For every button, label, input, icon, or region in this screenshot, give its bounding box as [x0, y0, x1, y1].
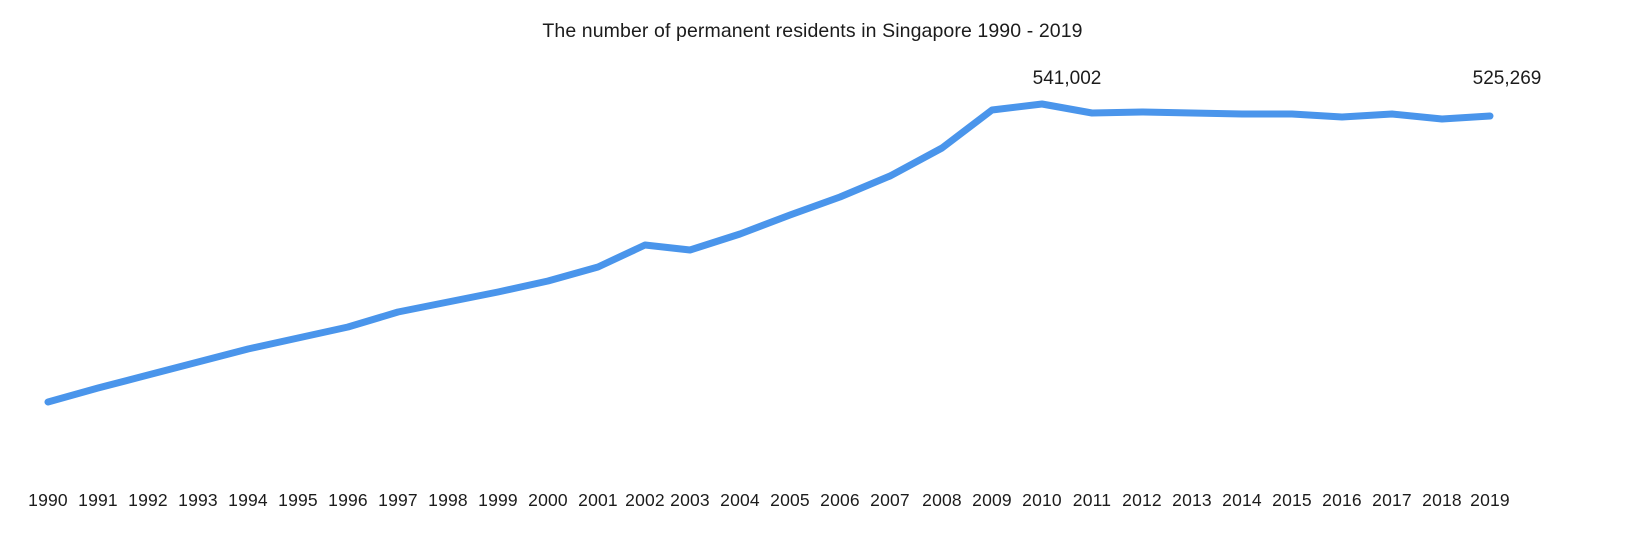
x-tick-label-2005: 2005 [770, 490, 810, 510]
last-value-label: 525,269 [1472, 68, 1542, 89]
plot-area [44, 100, 1494, 406]
x-tick-label-1990: 1990 [28, 490, 68, 510]
x-tick-label-1994: 1994 [228, 490, 268, 510]
chart-title: The number of permanent residents in Sin… [542, 20, 1083, 42]
x-tick-label-2006: 2006 [820, 490, 860, 510]
peak-value-label: 541,002 [1032, 68, 1102, 89]
x-tick-label-2001: 2001 [578, 490, 618, 510]
plot-svg [44, 100, 1494, 406]
x-tick-label-1995: 1995 [278, 490, 318, 510]
x-tick-label-2008: 2008 [922, 490, 962, 510]
x-tick-label-2019: 2019 [1470, 490, 1510, 510]
x-tick-label-1991: 1991 [78, 490, 118, 510]
x-tick-label-1996: 1996 [328, 490, 368, 510]
x-tick-label-2016: 2016 [1322, 490, 1362, 510]
x-tick-label-2007: 2007 [870, 490, 910, 510]
x-tick-label-1998: 1998 [428, 490, 468, 510]
x-tick-label-1997: 1997 [378, 490, 418, 510]
x-tick-label-2018: 2018 [1422, 490, 1462, 510]
x-tick-label-1992: 1992 [128, 490, 168, 510]
x-axis: 1990 1991 1992 1993 1994 1995 1996 1997 1998 1999… [0, 478, 1625, 545]
x-tick-label-2013: 2013 [1172, 490, 1212, 510]
x-tick-label-2014: 2014 [1222, 490, 1262, 510]
x-tick-label-2009: 2009 [972, 490, 1012, 510]
x-tick-label-1999: 1999 [478, 490, 518, 510]
x-tick-label-2002: 2002 [625, 490, 665, 510]
x-tick-label-2003: 2003 [670, 490, 710, 510]
data-series-line [44, 100, 1494, 406]
x-tick-label-2017: 2017 [1372, 490, 1412, 510]
x-tick-label-2000: 2000 [528, 490, 568, 510]
x-tick-label-2011: 2011 [1072, 490, 1112, 510]
x-tick-label-2010: 2010 [1022, 490, 1062, 510]
x-tick-label-2015: 2015 [1272, 490, 1312, 510]
x-tick-label-2004: 2004 [720, 490, 760, 510]
x-tick-label-1993: 1993 [178, 490, 218, 510]
x-tick-label-2012: 2012 [1122, 490, 1162, 510]
